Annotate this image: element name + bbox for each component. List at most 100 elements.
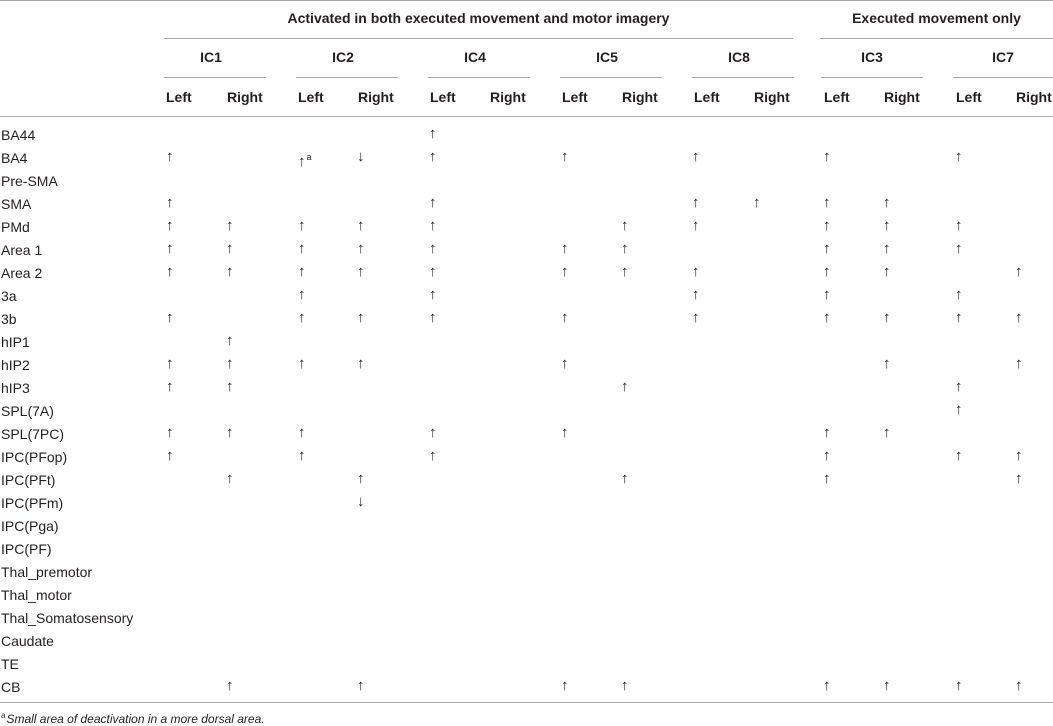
component-rule-ic5 [560, 77, 662, 78]
arrow-symbol: ↑ [298, 153, 306, 170]
activation-arrow-up: ↑ [166, 425, 174, 441]
activation-arrow-up: ↑ [357, 356, 365, 372]
arrow-symbol: ↑ [226, 240, 234, 257]
activation-arrow-up: ↑ [298, 287, 306, 303]
activation-arrow-up: ↑ [883, 678, 891, 694]
activation-arrow-up: ↑ [1015, 471, 1023, 487]
arrow-symbol: ↑ [823, 263, 831, 280]
activation-arrow-up: ↑ [883, 425, 891, 441]
activation-arrow-up: ↑ [955, 402, 963, 418]
table-row: hIP1 ↑ [0, 331, 1053, 354]
activation-arrow-up: ↑ [298, 310, 306, 326]
arrow-symbol: ↑ [692, 263, 700, 280]
arrow-symbol: ↑ [561, 424, 569, 441]
activation-arrow-up: ↑ [823, 471, 831, 487]
activation-arrow-up: ↑ [753, 195, 761, 211]
arrow-symbol: ↑ [883, 263, 891, 280]
activation-arrow-up: ↑ [1015, 310, 1023, 326]
activation-arrow-up: ↑a [298, 149, 312, 170]
component-rule-ic4 [428, 77, 530, 78]
row-label: hIP1 [1, 334, 30, 350]
table-row: Thal_motor [0, 584, 1053, 607]
arrow-symbol: ↑ [1015, 355, 1023, 372]
activation-arrow-up: ↑ [561, 356, 569, 372]
table-row: Caudate [0, 630, 1053, 653]
arrow-symbol: ↑ [166, 217, 174, 234]
arrow-symbol: ↑ [429, 424, 437, 441]
arrow-symbol: ↑ [226, 677, 234, 694]
activation-arrow-up: ↑ [429, 149, 437, 165]
arrow-symbol: ↑ [883, 240, 891, 257]
component-header-ic3: IC3 [861, 49, 883, 65]
arrow-symbol: ↑ [955, 309, 963, 326]
deactivation-arrow-down: ↓ [357, 494, 365, 510]
activation-arrow-up: ↑ [1015, 356, 1023, 372]
arrow-symbol: ↑ [429, 447, 437, 464]
activation-arrow-up: ↑ [166, 356, 174, 372]
activation-arrow-up: ↑ [561, 310, 569, 326]
side-header-right: Right [884, 89, 920, 105]
activation-arrow-up: ↑ [429, 126, 437, 142]
row-label: IPC(PFt) [1, 472, 56, 488]
arrow-symbol: ↑ [166, 148, 174, 165]
activation-arrow-up: ↑ [823, 218, 831, 234]
arrow-symbol: ↑ [298, 263, 306, 280]
arrow-symbol: ↑ [955, 286, 963, 303]
arrow-symbol: ↑ [357, 217, 365, 234]
arrow-symbol: ↑ [823, 447, 831, 464]
deactivation-arrow-down: ↓ [357, 149, 365, 165]
activation-arrow-up: ↑ [823, 264, 831, 280]
arrow-symbol: ↑ [357, 240, 365, 257]
arrow-symbol: ↑ [357, 263, 365, 280]
activation-arrow-up: ↑ [357, 471, 365, 487]
activation-arrow-up: ↑ [955, 448, 963, 464]
activation-arrow-up: ↑ [883, 310, 891, 326]
activation-arrow-up: ↑ [883, 241, 891, 257]
activation-arrow-up: ↑ [692, 218, 700, 234]
side-header-left: Left [824, 89, 850, 105]
row-label: PMd [1, 219, 30, 235]
table-row: Pre-SMA [0, 170, 1053, 193]
group-rule-both [164, 38, 793, 39]
side-header-right: Right [622, 89, 658, 105]
row-label: Pre-SMA [1, 173, 58, 189]
row-label: IPC(PFop) [1, 449, 68, 465]
side-header-right: Right [358, 89, 394, 105]
group-header-both: Activated in both executed movement and … [287, 10, 670, 26]
arrow-symbol: ↑ [429, 240, 437, 257]
activation-arrow-up: ↑ [298, 425, 306, 441]
activation-arrow-up: ↑ [357, 264, 365, 280]
arrow-symbol: ↑ [621, 677, 629, 694]
activation-arrow-up: ↑ [298, 356, 306, 372]
activation-arrow-up: ↑ [823, 287, 831, 303]
component-header-ic5: IC5 [596, 49, 618, 65]
activation-arrow-up: ↑ [955, 678, 963, 694]
activation-arrow-up: ↑ [561, 264, 569, 280]
activation-arrow-up: ↑ [429, 195, 437, 211]
table-row: CB ↑ ↑ ↑ ↑ ↑ ↑ ↑ ↑ [0, 676, 1053, 699]
table-row: SPL(7A) ↑ [0, 400, 1053, 423]
arrow-symbol: ↑ [823, 677, 831, 694]
activation-arrow-up: ↑ [1015, 448, 1023, 464]
activation-arrow-up: ↑ [357, 678, 365, 694]
activation-arrow-up: ↑ [621, 241, 629, 257]
table-row: hIP3 ↑ ↑ ↑ ↑ [0, 377, 1053, 400]
table-row: SPL(7PC) ↑ ↑ ↑ ↑ ↑ ↑ ↑ [0, 423, 1053, 446]
table-row: BA4 ↑ ↑a ↓ ↑ ↑ ↑ ↑ ↑ [0, 147, 1053, 170]
activation-arrow-up: ↑ [226, 471, 234, 487]
component-rule-ic3 [821, 77, 923, 78]
activation-arrow-up: ↑ [955, 379, 963, 395]
row-label: IPC(PFm) [1, 495, 64, 511]
activation-arrow-up: ↑ [823, 425, 831, 441]
table-row: hIP2 ↑ ↑ ↑ ↑ ↑ ↑ ↑ [0, 354, 1053, 377]
activation-arrow-up: ↑ [226, 379, 234, 395]
arrow-symbol: ↑ [1015, 470, 1023, 487]
arrow-symbol: ↑ [883, 194, 891, 211]
component-rule-ic8 [692, 77, 794, 78]
arrow-symbol: ↑ [883, 677, 891, 694]
activation-arrow-up: ↑ [226, 333, 234, 349]
arrow-symbol: ↑ [692, 286, 700, 303]
activation-arrow-up: ↑ [429, 241, 437, 257]
arrow-symbol: ↑ [166, 309, 174, 326]
arrow-symbol: ↑ [226, 217, 234, 234]
